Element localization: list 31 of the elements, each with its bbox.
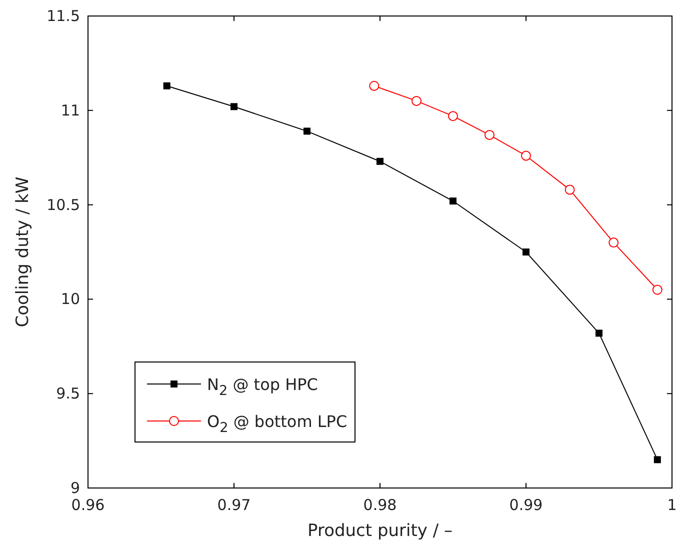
legend-label: O$_{2}$ @ bottom LPC: [207, 412, 348, 436]
point: [369, 80, 380, 91]
point: [564, 184, 575, 195]
point: [230, 103, 238, 110]
point: [163, 82, 170, 90]
point: [412, 96, 422, 106]
y-tick-label: 11: [60, 101, 80, 120]
point: [521, 150, 531, 161]
y-tick-label: 10.5: [46, 196, 80, 214]
x-tick-label: 0.97: [217, 496, 251, 514]
x-axis-title: Product purity / –: [308, 521, 452, 541]
point: [596, 330, 602, 337]
x-tick-label: 1: [667, 496, 677, 514]
point: [376, 158, 384, 165]
y-tick-label: 9.5: [56, 384, 80, 403]
point: [484, 130, 494, 140]
y-tick-label: 10: [60, 290, 80, 308]
x-tick-label: 0.96: [71, 496, 105, 514]
point: [450, 198, 456, 205]
point: [304, 128, 310, 135]
point: [652, 284, 662, 295]
point: [448, 111, 458, 122]
point: [522, 248, 530, 256]
y-tick-label: 9: [70, 479, 80, 497]
y-axis-title: Cooling duty / kW: [13, 176, 33, 328]
point: [654, 456, 661, 464]
legend-label: N$_{2}$ @ top HPC: [207, 375, 318, 399]
x-tick-label: 0.99: [509, 496, 543, 514]
point: [608, 238, 619, 248]
x-tick-label: 0.98: [363, 496, 397, 514]
y-tick-label: 11.5: [46, 7, 80, 25]
